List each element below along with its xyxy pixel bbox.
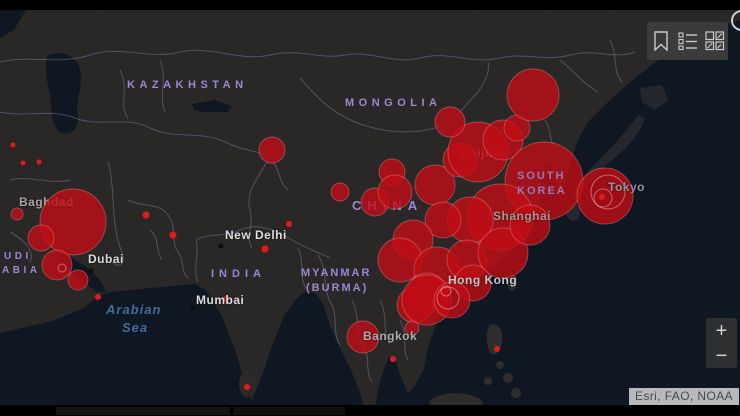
case-bubble[interactable] (377, 174, 413, 210)
map-attribution: Esri, FAO, NOAA (628, 388, 739, 405)
case-bubble[interactable] (506, 68, 560, 122)
case-bubble[interactable] (346, 320, 380, 354)
bottom-black-bar (0, 405, 740, 416)
bookmark-button[interactable] (648, 26, 673, 56)
case-ring[interactable] (590, 174, 626, 210)
bottom-bar-segment (233, 407, 345, 415)
case-dot[interactable] (599, 194, 605, 200)
case-bubble[interactable] (41, 249, 73, 281)
case-ring[interactable] (440, 285, 452, 297)
case-dot[interactable] (390, 356, 396, 362)
case-dot[interactable] (36, 159, 42, 165)
bookmark-icon (653, 31, 668, 51)
city-marker (190, 305, 196, 311)
city-marker (88, 268, 94, 274)
case-bubble[interactable] (10, 207, 24, 221)
case-bubble[interactable] (477, 227, 529, 279)
case-dot[interactable] (169, 231, 177, 239)
basemap-gallery-button[interactable] (702, 26, 727, 56)
zoom-in-button[interactable]: + (706, 318, 737, 343)
case-bubble[interactable] (576, 167, 634, 225)
case-bubble[interactable] (434, 106, 466, 138)
case-dot[interactable] (20, 160, 26, 166)
case-bubble[interactable] (330, 182, 350, 202)
case-bubble[interactable] (424, 201, 462, 239)
case-bubble[interactable] (258, 136, 286, 164)
legend-icon (677, 32, 697, 51)
case-dot[interactable] (142, 211, 150, 219)
case-bubble[interactable] (39, 188, 107, 256)
basemap-gallery-icon (704, 31, 724, 51)
case-bubble[interactable] (404, 320, 420, 336)
case-bubbles-layer (10, 68, 634, 390)
city-marker (218, 243, 224, 249)
case-bubble[interactable] (27, 224, 55, 252)
case-ring[interactable] (57, 263, 67, 273)
bottom-bar-segment (56, 407, 230, 415)
case-dot[interactable] (95, 294, 101, 300)
case-bubble[interactable] (509, 204, 551, 246)
zoom-out-button[interactable]: − (706, 343, 737, 368)
case-ring[interactable] (436, 286, 460, 310)
zoom-control: + − (706, 318, 737, 368)
case-bubble[interactable] (67, 269, 89, 291)
legend-button[interactable] (675, 26, 700, 56)
case-dot[interactable] (286, 221, 292, 227)
top-black-bar (0, 0, 740, 10)
case-dot[interactable] (244, 384, 250, 390)
map-toolbar (647, 22, 728, 60)
case-dot[interactable] (494, 346, 500, 352)
case-dot[interactable] (223, 296, 229, 302)
case-dot[interactable] (261, 245, 269, 253)
map-canvas[interactable]: CHINABeijingBaghdad KAZAKHSTANMONGOLIAIN… (0, 10, 740, 406)
case-ring[interactable] (593, 188, 613, 208)
case-dot[interactable] (10, 142, 16, 148)
case-bubble[interactable] (433, 281, 471, 319)
